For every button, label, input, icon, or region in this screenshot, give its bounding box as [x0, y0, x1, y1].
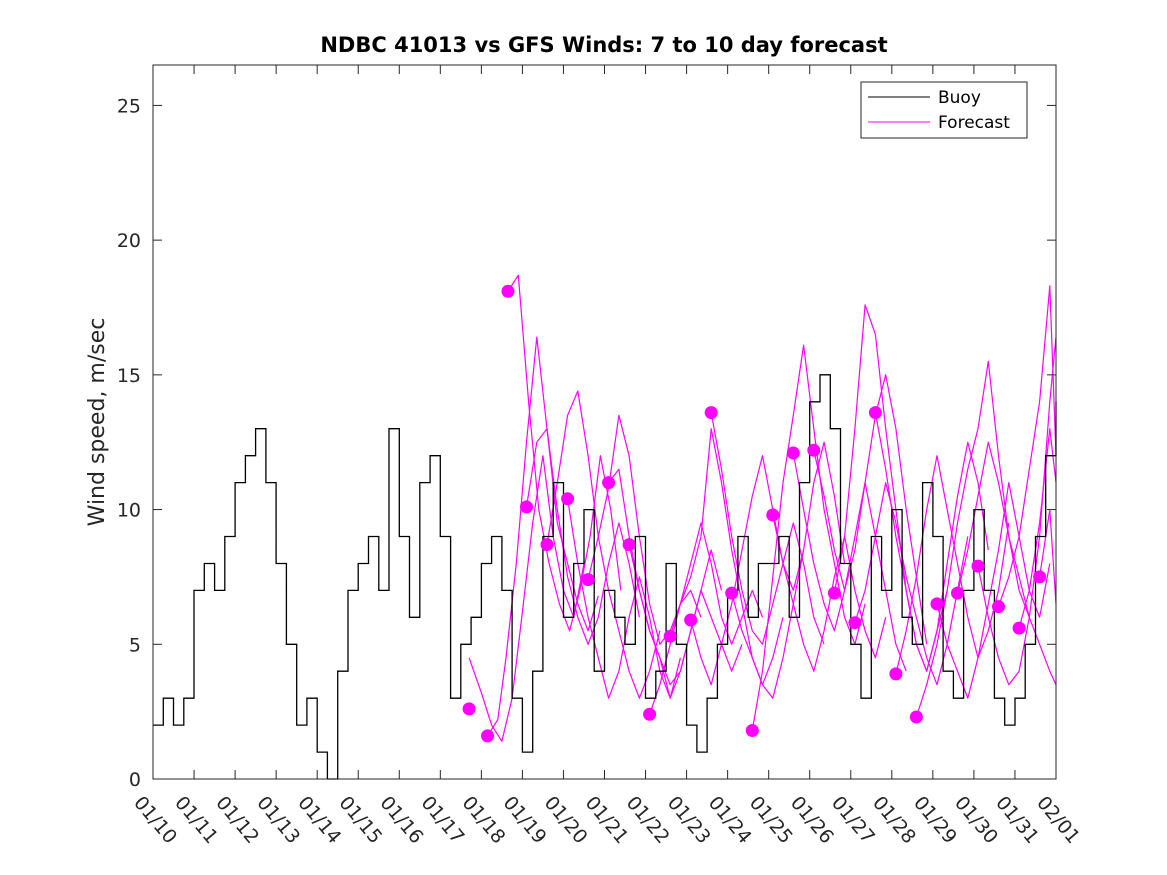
forecast-marker	[971, 559, 985, 573]
y-axis-ticks: 0 5 10 15 20 25	[117, 95, 1056, 791]
plot-area	[152, 64, 1057, 780]
axes-background	[153, 65, 1056, 779]
forecast-marker	[540, 538, 554, 552]
forecast-line	[936, 482, 1051, 699]
forecast-marker	[909, 710, 923, 724]
forecast-marker	[848, 616, 862, 630]
forecast-marker	[745, 724, 759, 737]
forecast-line	[874, 412, 989, 672]
y-axis-label: Wind speed, m/sec	[85, 318, 110, 527]
buoy-line	[153, 374, 1057, 780]
forecast-marker	[622, 538, 636, 552]
chart-title: NDBC 41013 vs GFS Winds: 7 to 10 day for…	[320, 33, 887, 57]
forecast-line	[1018, 428, 1057, 629]
forecast-lines	[468, 274, 1057, 742]
y-tick-label: 10	[117, 500, 141, 522]
forecast-line	[956, 441, 1057, 685]
forecast-marker	[951, 586, 964, 600]
y-tick-label: 25	[117, 95, 141, 117]
forecast-line	[525, 428, 640, 645]
forecast-line	[997, 285, 1057, 607]
forecast-line	[486, 336, 599, 737]
forecast-line	[546, 390, 661, 699]
forecast-marker	[643, 707, 657, 721]
forecast-marker	[663, 629, 677, 643]
forecast-marker	[501, 284, 515, 298]
buoy-line-group	[153, 374, 1057, 780]
forecast-marker	[561, 492, 575, 506]
y-tick-label: 20	[117, 230, 141, 252]
forecast-marker	[602, 476, 616, 490]
forecast-marker	[481, 729, 494, 743]
forecast-marker	[992, 600, 1005, 614]
forecast-marker	[807, 443, 821, 457]
forecast-marker	[581, 573, 595, 587]
forecast-line	[977, 337, 1057, 686]
forecast-line	[468, 455, 585, 742]
forecast-marker	[827, 586, 841, 600]
forecast-marker	[766, 508, 780, 522]
forecast-marker	[462, 702, 476, 716]
forecast-marker	[725, 586, 739, 600]
legend-buoy-label: Buoy	[938, 88, 981, 108]
forecast-line	[731, 441, 846, 699]
forecast-marker	[868, 406, 882, 420]
forecast-markers	[462, 284, 1047, 743]
legend: Buoy Forecast	[860, 81, 1028, 139]
forecast-line	[669, 428, 784, 686]
forecast-line	[813, 374, 928, 645]
y-tick-label: 0	[129, 769, 141, 791]
y-tick-label: 15	[117, 365, 141, 387]
forecast-line	[772, 514, 887, 672]
forecast-marker	[684, 613, 698, 627]
forecast-marker	[786, 446, 800, 460]
forecast-line	[751, 344, 866, 731]
forecast-marker	[520, 500, 533, 514]
forecast-marker	[930, 597, 944, 611]
y-tick-label: 5	[129, 634, 141, 656]
forecast-marker	[1012, 621, 1026, 635]
forecast-line	[587, 414, 702, 645]
forecast-line	[854, 482, 969, 686]
forecast-marker	[889, 667, 903, 681]
forecast-line	[628, 544, 743, 699]
legend-forecast-label: Forecast	[938, 113, 1010, 133]
legend-box	[860, 81, 1028, 139]
forecast-marker	[1033, 570, 1047, 584]
forecast-marker	[704, 406, 718, 420]
